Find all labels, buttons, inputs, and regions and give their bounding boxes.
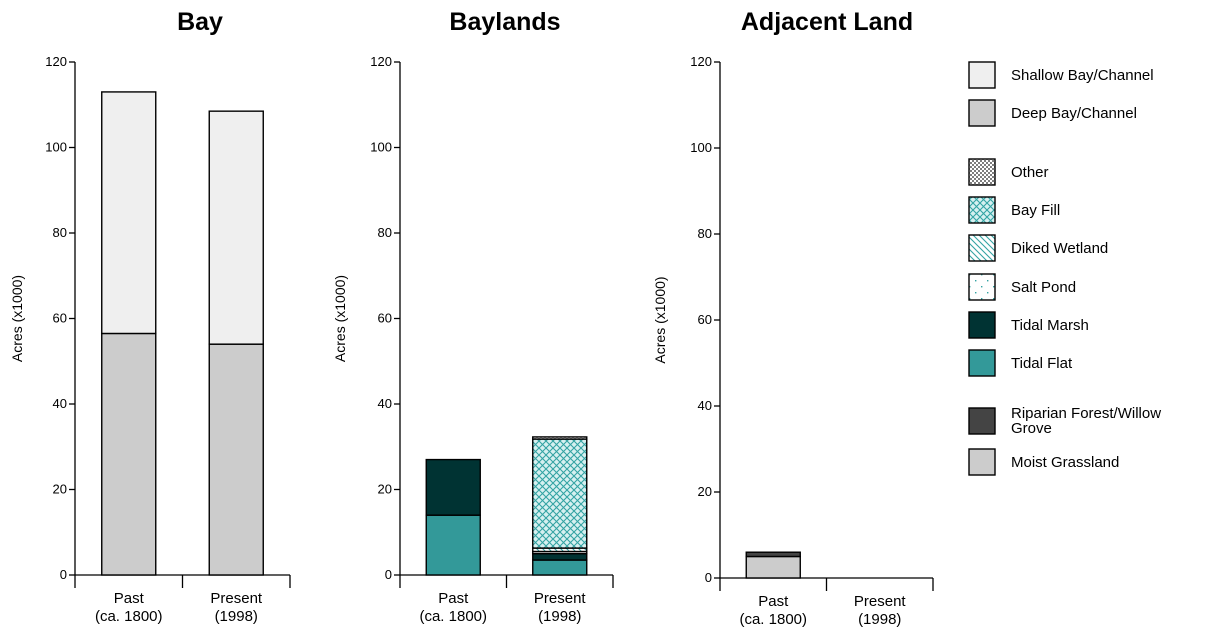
legend-item-tidal-marsh: Tidal Marsh — [968, 311, 1089, 339]
x-category-label: Present — [854, 593, 907, 610]
legend-item-salt-pond: Salt Pond — [968, 273, 1076, 301]
y-tick-label: 100 — [370, 140, 392, 155]
x-category-label: Past — [438, 590, 469, 607]
x-category-sublabel: (ca. 1800) — [739, 611, 807, 628]
x-category-label: Past — [758, 593, 789, 610]
chart-panel-adjacent-land: Adjacent Land 0 20 40 60 80 100 120 Acres (x1000… — [652, 8, 934, 628]
legend-label: Bay Fill — [1011, 202, 1060, 219]
chart-title: Adjacent Land — [741, 8, 913, 36]
legend-item-deep-bay-channel: Deep Bay/Channel — [968, 99, 1137, 127]
legend-item-other: Other — [968, 158, 1049, 186]
bar-segment-riparian-forest-willow-grove — [745, 551, 801, 558]
bar-segment-tidal-marsh — [532, 552, 588, 561]
legend-label: Moist Grassland — [1011, 454, 1119, 471]
legend-label: Shallow Bay/Channel — [1011, 67, 1154, 84]
x-category-label: Present — [210, 590, 263, 607]
x-category-label: Present — [534, 590, 587, 607]
bar-segment-deep-bay-channel — [101, 332, 157, 576]
chart-title: Bay — [177, 8, 223, 36]
y-tick-label: 60 — [378, 311, 392, 326]
y-tick-label: 80 — [378, 225, 392, 240]
y-tick-label: 120 — [690, 54, 712, 69]
y-tick-label: 40 — [698, 398, 712, 413]
x-category-sublabel: (ca. 1800) — [419, 608, 487, 625]
y-tick-label: 120 — [45, 54, 67, 69]
bar-segment-tidal-flat — [532, 559, 588, 576]
y-tick-label: 60 — [698, 312, 712, 327]
bar-segment-bay-fill — [532, 438, 588, 549]
legend-item-moist-grassland: Moist Grassland — [968, 448, 1119, 476]
legend-swatch — [968, 448, 996, 476]
x-category-sublabel: (ca. 1800) — [95, 608, 163, 625]
legend-item-bay-fill: Bay Fill — [968, 196, 1060, 224]
legend-swatch — [968, 196, 996, 224]
x-category-sublabel: (1998) — [858, 611, 901, 628]
x-category-label: Past — [114, 590, 145, 607]
y-tick-label: 20 — [378, 482, 392, 497]
legend-label: Other — [1011, 164, 1049, 181]
y-tick-label: 20 — [53, 482, 67, 497]
y-axis-label: Acres (x1000) — [652, 276, 668, 363]
bar-segment-deep-bay-channel — [208, 343, 264, 576]
y-tick-label: 0 — [705, 570, 712, 585]
y-tick-label: 80 — [698, 226, 712, 241]
legend-swatch — [968, 99, 996, 127]
y-axis-label: Acres (x1000) — [9, 275, 25, 362]
legend-item-riparian-forest-willow-grove: Riparian Forest/Willow Grove — [968, 405, 1161, 437]
y-tick-label: 100 — [690, 140, 712, 155]
y-tick-label: 40 — [378, 396, 392, 411]
legend-swatch — [968, 273, 996, 301]
y-tick-label: 80 — [53, 225, 67, 240]
y-tick-label: 0 — [385, 567, 392, 582]
x-category-sublabel: (1998) — [538, 608, 581, 625]
legend: Shallow Bay/Channel Deep Bay/Channel Other… — [968, 61, 1161, 476]
y-tick-label: 100 — [45, 140, 67, 155]
y-tick-label: 60 — [53, 311, 67, 326]
y-tick-label: 20 — [698, 484, 712, 499]
chart-panel-bay: Bay 0 20 40 60 80 100 120 Acres (x1000) Past(ca. … — [9, 8, 291, 625]
legend-item-diked-wetland: Diked Wetland — [968, 234, 1108, 262]
legend-label: Tidal Marsh — [1011, 317, 1089, 334]
y-tick-label: 40 — [53, 396, 67, 411]
bar-segment-tidal-flat — [425, 514, 481, 576]
bar-segment-shallow-bay-channel — [101, 91, 157, 335]
legend-swatch — [968, 158, 996, 186]
legend-label: Deep Bay/Channel — [1011, 105, 1137, 122]
bar-segment-shallow-bay-channel — [208, 110, 264, 345]
legend-item-tidal-flat: Tidal Flat — [968, 349, 1073, 377]
bar-segment-moist-grassland — [745, 555, 801, 579]
x-category-sublabel: (1998) — [215, 608, 258, 625]
legend-label: Riparian Forest/Willow Grove — [1011, 405, 1161, 437]
legend-item-shallow-bay-channel: Shallow Bay/Channel — [968, 61, 1154, 89]
chart-panel-baylands: Baylands 0 20 40 60 80 100 120 Acres (x1000) Past… — [332, 8, 614, 625]
bar-segment-other — [532, 436, 588, 440]
y-tick-label: 120 — [370, 54, 392, 69]
chart-title: Baylands — [449, 8, 560, 36]
legend-swatch — [968, 407, 996, 435]
bar-segment-tidal-marsh — [425, 458, 481, 516]
legend-label: Salt Pond — [1011, 279, 1076, 296]
legend-label: Diked Wetland — [1011, 240, 1108, 257]
legend-label: Tidal Flat — [1011, 355, 1073, 372]
legend-swatch — [968, 349, 996, 377]
y-axis-label: Acres (x1000) — [332, 275, 348, 362]
legend-swatch — [968, 61, 996, 89]
legend-swatch — [968, 311, 996, 339]
legend-swatch — [968, 234, 996, 262]
y-tick-label: 0 — [60, 567, 67, 582]
